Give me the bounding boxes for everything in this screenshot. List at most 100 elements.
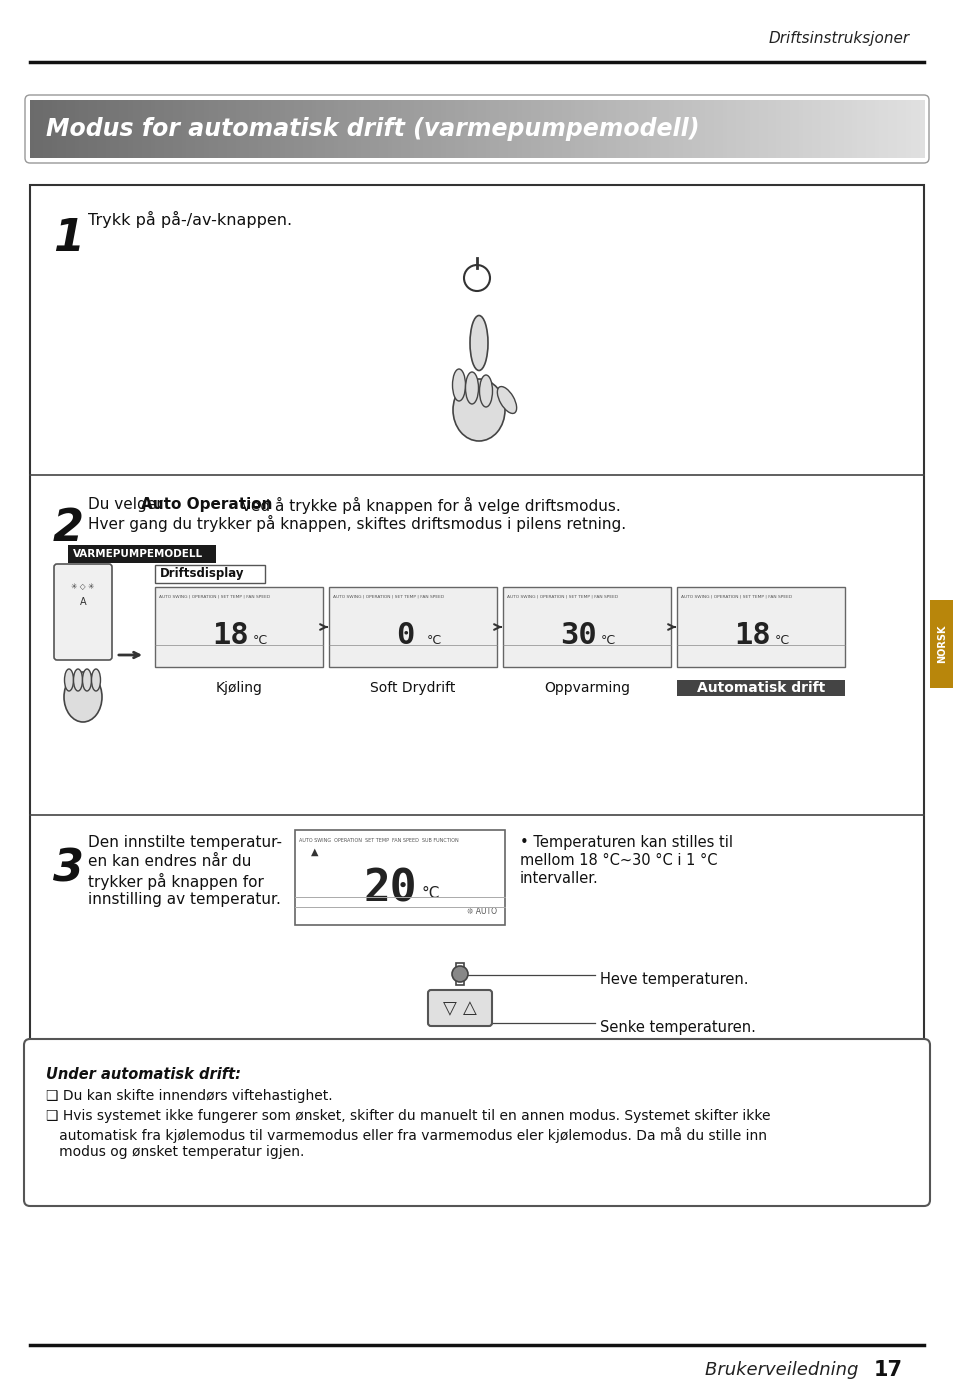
- Bar: [508, 99, 514, 158]
- Bar: [476, 99, 482, 158]
- Bar: [543, 99, 549, 158]
- Bar: [771, 99, 777, 158]
- Bar: [767, 99, 772, 158]
- Text: AUTO SWING | OPERATION | SET TEMP | FAN SPEED: AUTO SWING | OPERATION | SET TEMP | FAN …: [159, 594, 270, 598]
- Bar: [740, 99, 745, 158]
- Bar: [619, 99, 625, 158]
- Bar: [79, 99, 85, 158]
- Bar: [280, 99, 286, 158]
- Bar: [329, 587, 497, 666]
- Bar: [709, 99, 714, 158]
- Text: Oppvarming: Oppvarming: [543, 680, 629, 694]
- Bar: [736, 99, 740, 158]
- Bar: [222, 99, 228, 158]
- Bar: [468, 99, 473, 158]
- Bar: [852, 99, 857, 158]
- Text: 1: 1: [53, 217, 84, 260]
- Bar: [253, 99, 258, 158]
- Text: °C: °C: [600, 634, 616, 647]
- Bar: [490, 99, 496, 158]
- Bar: [271, 99, 276, 158]
- Bar: [48, 99, 53, 158]
- Bar: [575, 99, 580, 158]
- Bar: [789, 99, 795, 158]
- Bar: [842, 99, 848, 158]
- Bar: [320, 99, 326, 158]
- Bar: [392, 99, 397, 158]
- Bar: [722, 99, 727, 158]
- Bar: [44, 99, 49, 158]
- Bar: [593, 99, 598, 158]
- Bar: [566, 99, 571, 158]
- Bar: [325, 99, 330, 158]
- Bar: [754, 99, 759, 158]
- Circle shape: [452, 966, 468, 981]
- Circle shape: [463, 265, 490, 291]
- Bar: [129, 99, 133, 158]
- Bar: [704, 99, 710, 158]
- Bar: [182, 99, 187, 158]
- Bar: [481, 99, 486, 158]
- Bar: [811, 99, 817, 158]
- Bar: [570, 99, 576, 158]
- Bar: [262, 99, 268, 158]
- Bar: [696, 99, 700, 158]
- Bar: [231, 99, 236, 158]
- Bar: [726, 99, 732, 158]
- Bar: [919, 99, 924, 158]
- Bar: [901, 99, 906, 158]
- Bar: [432, 99, 437, 158]
- Bar: [347, 99, 353, 158]
- Bar: [834, 99, 840, 158]
- Bar: [436, 99, 442, 158]
- Text: mellom 18 °C~30 °C i 1 °C: mellom 18 °C~30 °C i 1 °C: [519, 853, 717, 868]
- Bar: [686, 99, 692, 158]
- Bar: [285, 99, 290, 158]
- Bar: [240, 99, 245, 158]
- Text: AUTO SWING  OPERATION  SET TEMP  FAN SPEED  SUB FUNCTION: AUTO SWING OPERATION SET TEMP FAN SPEED …: [298, 837, 458, 843]
- Ellipse shape: [479, 375, 492, 407]
- Bar: [352, 99, 357, 158]
- Bar: [682, 99, 687, 158]
- Bar: [34, 99, 40, 158]
- Bar: [92, 99, 98, 158]
- Bar: [641, 99, 647, 158]
- Bar: [365, 99, 371, 158]
- Bar: [892, 99, 897, 158]
- Bar: [624, 99, 629, 158]
- Bar: [781, 99, 785, 158]
- Ellipse shape: [465, 372, 478, 405]
- Ellipse shape: [497, 386, 517, 413]
- Bar: [338, 99, 343, 158]
- Bar: [52, 99, 58, 158]
- Bar: [235, 99, 241, 158]
- Text: △: △: [462, 1000, 476, 1016]
- Bar: [784, 99, 790, 158]
- Bar: [758, 99, 763, 158]
- Bar: [512, 99, 517, 158]
- Bar: [633, 99, 639, 158]
- Bar: [553, 99, 558, 158]
- Bar: [172, 99, 178, 158]
- Bar: [879, 99, 883, 158]
- Bar: [798, 99, 803, 158]
- Bar: [638, 99, 642, 158]
- Bar: [869, 99, 875, 158]
- Bar: [929, 601, 953, 687]
- Bar: [244, 99, 250, 158]
- Text: °C: °C: [253, 634, 268, 647]
- Bar: [865, 99, 870, 158]
- Text: 30: 30: [560, 620, 597, 650]
- Text: ❊ AUTO: ❊ AUTO: [467, 907, 497, 916]
- Ellipse shape: [470, 315, 488, 371]
- Bar: [355, 99, 361, 158]
- Bar: [824, 99, 830, 158]
- Bar: [132, 99, 138, 158]
- Bar: [495, 99, 499, 158]
- Bar: [517, 99, 522, 158]
- Bar: [579, 99, 585, 158]
- Bar: [651, 99, 656, 158]
- Text: modus og ønsket temperatur igjen.: modus og ønsket temperatur igjen.: [46, 1145, 304, 1159]
- Bar: [548, 99, 554, 158]
- Bar: [315, 99, 321, 158]
